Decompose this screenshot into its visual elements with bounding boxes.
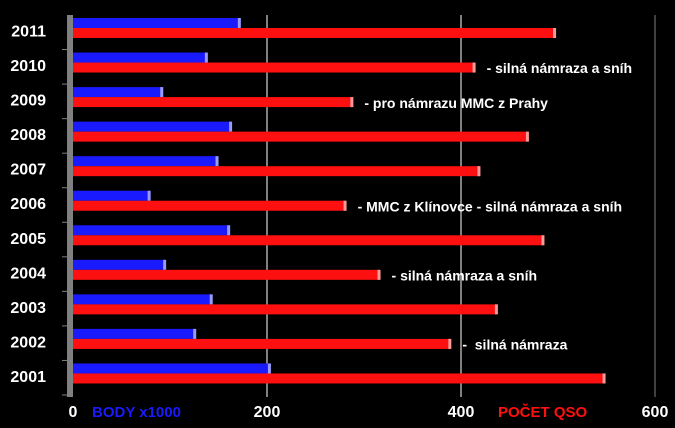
bar: [73, 200, 346, 211]
bar-edge: [237, 18, 241, 28]
x-tick-label: 400: [448, 404, 475, 421]
bar: [73, 363, 270, 374]
bar: [73, 18, 240, 28]
x-tick-label: 0: [69, 404, 78, 421]
y-tick-label: 2003: [10, 300, 46, 317]
bar-edge: [163, 259, 167, 270]
bar-edge: [448, 338, 452, 349]
bar: [73, 225, 230, 236]
bar-edge: [541, 235, 545, 246]
bar-edge: [160, 87, 164, 98]
bar: [73, 28, 556, 38]
bar: [73, 269, 380, 280]
axis-wall: [67, 15, 73, 397]
bar-edge: [209, 294, 213, 305]
bar-edge: [602, 373, 606, 384]
y-tick-label: 2007: [10, 162, 46, 179]
bar: [73, 131, 528, 142]
bar: [73, 259, 166, 270]
y-tick-label: 2002: [10, 334, 46, 351]
y-tick-label: 2006: [10, 196, 46, 213]
bar: [73, 328, 196, 339]
annotation: - MMC z Klínovce - silná námraza a sníh: [358, 198, 623, 214]
bar-edge: [147, 190, 151, 201]
bar: [73, 294, 212, 305]
bar-edge: [229, 121, 233, 132]
bar-edge: [343, 200, 347, 211]
bar-edge: [525, 131, 529, 142]
bar-edge: [215, 156, 219, 167]
bar-edge: [267, 363, 271, 374]
bar-edge: [472, 62, 476, 73]
bar-edge: [494, 304, 498, 315]
y-tick-label: 2008: [10, 127, 46, 144]
y-tick-label: 2011: [11, 23, 46, 40]
bar: [73, 62, 475, 73]
bar: [73, 338, 451, 349]
bar-edge: [227, 225, 231, 236]
bar-edge: [350, 97, 354, 108]
bar: [73, 235, 544, 246]
bar: [73, 166, 480, 177]
bar: [73, 97, 353, 108]
y-tick-label: 2009: [10, 93, 46, 110]
y-tick-label: 2001: [10, 369, 46, 386]
bar-edge: [553, 28, 557, 38]
annotation: - pro námrazu MMC z Prahy: [364, 95, 548, 111]
bar-edge: [193, 328, 197, 339]
x-tick-label: 200: [254, 404, 281, 421]
y-tick-label: 2004: [10, 265, 46, 282]
bar: [73, 373, 605, 384]
bar-edge: [204, 52, 208, 63]
annotation: - silná námraza a sníh: [487, 60, 632, 76]
bar: [73, 52, 207, 63]
bar: [73, 156, 218, 167]
legend-label: POČET QSO: [498, 403, 588, 421]
legend-label: BODY x1000: [92, 404, 181, 421]
bar-edge: [377, 269, 381, 280]
bar: [73, 121, 232, 132]
y-tick-label: 2005: [10, 231, 46, 248]
bar-edge: [477, 166, 481, 177]
annotation: - silná námraza a sníh: [392, 268, 538, 284]
x-tick-label: 600: [642, 404, 669, 421]
y-tick-label: 2010: [10, 58, 46, 75]
bar: [73, 304, 497, 315]
annotation: - silná námraza: [462, 337, 567, 353]
bar: [73, 190, 150, 201]
bar: [73, 87, 163, 98]
